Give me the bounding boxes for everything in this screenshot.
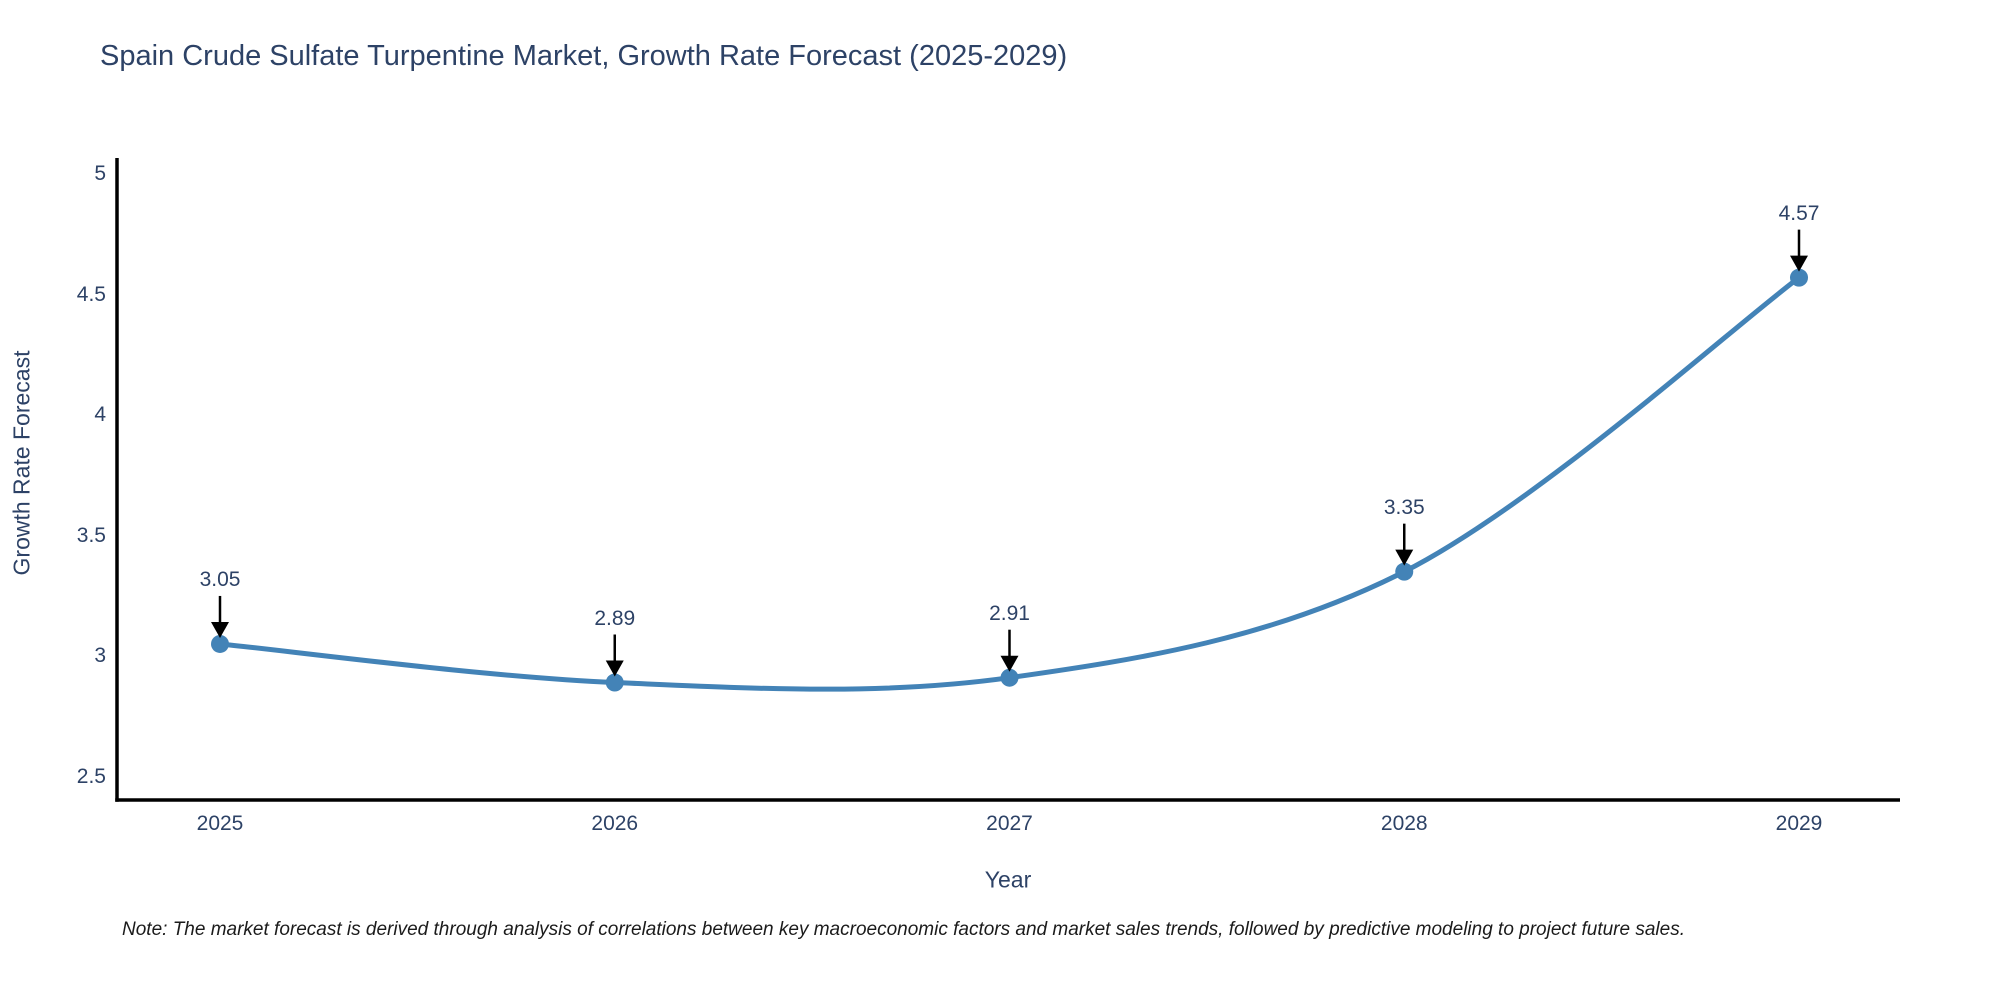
footnote: Note: The market forecast is derived thr… (122, 919, 1685, 940)
y-tick-label: 3 (94, 644, 106, 667)
annotation-arrow-head (1395, 549, 1414, 566)
data-point-marker (1395, 562, 1414, 581)
y-tick-label: 4.5 (76, 282, 106, 306)
x-tick-label: 2027 (986, 812, 1033, 835)
annotation-arrow-head (211, 621, 229, 638)
data-point-value-label: 4.57 (1778, 201, 1820, 225)
y-tick-label: 4 (94, 403, 106, 426)
data-point-value-label: 2.91 (989, 601, 1030, 625)
data-point-marker (1790, 268, 1808, 287)
forecast-line-series (217, 275, 1802, 692)
y-tick-label: 3.5 (76, 523, 106, 547)
x-tick-label: 2028 (1380, 812, 1428, 835)
y-tick-label: 2.5 (76, 764, 106, 788)
annotation-arrow-head (1790, 255, 1808, 272)
data-point-marker (1000, 668, 1019, 687)
annotation-arrow-head (605, 660, 624, 677)
x-tick-label: 2026 (591, 812, 639, 835)
x-tick-label: 2025 (196, 812, 244, 835)
y-axis-title: Growth Rate Forecast (8, 350, 35, 576)
data-point-marker (605, 673, 624, 692)
y-tick-label: 5 (94, 162, 106, 185)
chart-title: Spain Crude Sulfate Turpentine Market, G… (100, 40, 1068, 72)
data-point-value-label: 2.89 (594, 606, 636, 630)
data-point-value-label: 3.35 (1383, 495, 1425, 519)
data-point-value-label: 3.05 (199, 567, 241, 591)
data-point-marker (211, 634, 229, 653)
annotation-arrow-head (1000, 655, 1019, 672)
x-tick-label: 2029 (1775, 812, 1823, 835)
x-axis-title: Year (984, 866, 1032, 893)
